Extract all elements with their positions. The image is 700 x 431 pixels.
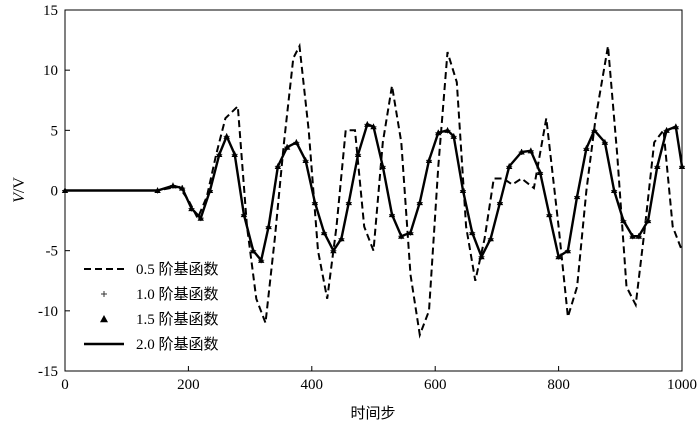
legend-label: 1.0 阶基函数 [136, 286, 219, 303]
y-axis-title-unit: /V [11, 177, 28, 193]
y-tick-label: 5 [51, 123, 59, 139]
y-tick-label: -15 [38, 364, 58, 380]
legend-item-3: 1.5 阶基函数 [100, 311, 219, 328]
legend-label: 1.5 阶基函数 [136, 311, 219, 328]
legend-swatch-triangle [100, 315, 108, 323]
x-tick-label: 600 [424, 377, 447, 393]
legend-label: 2.0 阶基函数 [136, 336, 219, 353]
y-tick-label: 10 [43, 63, 58, 79]
series-line-dashed [65, 42, 683, 339]
x-axis: 0 200 400 600 800 1000 [61, 366, 697, 393]
x-tick-label: 1000 [667, 377, 697, 393]
y-axis-title-var: V [11, 191, 28, 203]
series-line-solid [65, 122, 684, 263]
x-axis-title: 时间步 [350, 404, 395, 422]
y-axis-title: V/V [11, 177, 28, 203]
legend: 0.5 阶基函数 1.0 阶基函数 1.5 阶基函数 2.0 阶基函数 [84, 261, 219, 353]
legend-item-4: 2.0 阶基函数 [84, 336, 219, 353]
y-tick-label: 0 [51, 184, 59, 200]
x-tick-label: 200 [177, 377, 200, 393]
y-tick-label: 15 [43, 3, 58, 19]
legend-item-2: 1.0 阶基函数 [101, 286, 219, 303]
legend-item-1: 0.5 阶基函数 [84, 261, 219, 278]
y-tick-label: -10 [38, 304, 58, 320]
y-tick-label: -5 [46, 244, 59, 260]
legend-swatch-plus [101, 291, 107, 297]
series-4 [65, 122, 684, 263]
series-layer [61, 42, 686, 339]
legend-label: 0.5 阶基函数 [136, 261, 219, 278]
x-tick-label: 800 [547, 377, 570, 393]
y-axis: -15 -10 -5 0 5 10 15 [38, 3, 70, 380]
series-1 [65, 42, 683, 339]
x-tick-label: 0 [61, 377, 69, 393]
x-tick-label: 400 [301, 377, 324, 393]
